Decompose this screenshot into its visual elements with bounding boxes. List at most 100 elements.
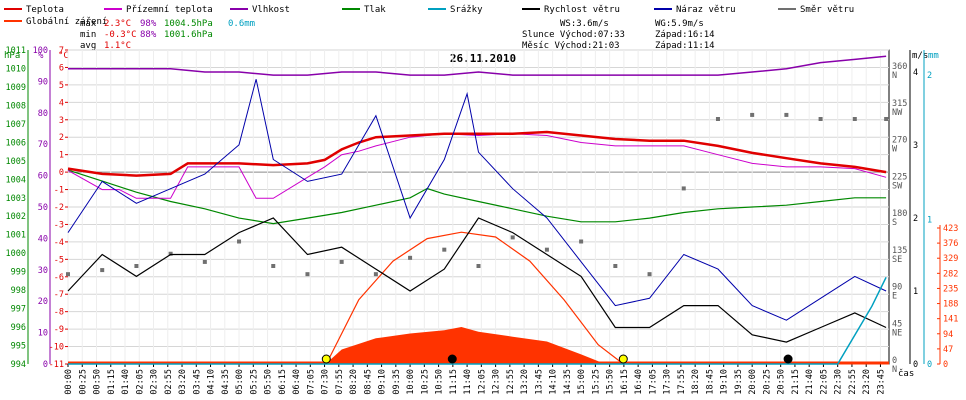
x-tick-label: 00:50 xyxy=(93,369,103,395)
axis-unit-ms: m/s xyxy=(912,51,928,61)
direction-tick-label: S xyxy=(892,218,897,228)
radiation-tick-label: 376 xyxy=(943,239,958,249)
wind-direction-point xyxy=(784,112,789,117)
x-tick-label: 09:10 xyxy=(378,369,388,395)
x-tick-label: 12:55 xyxy=(506,369,516,395)
direction-tick-label: 180 xyxy=(892,209,907,219)
sun-marker xyxy=(618,354,628,364)
wind-direction-point xyxy=(818,117,823,121)
x-tick-label: 10:50 xyxy=(435,369,445,395)
humidity-tick-label: 30 xyxy=(38,266,48,276)
legend-label: Teplota xyxy=(26,5,64,15)
sun-set-info: Západ:16:14 xyxy=(655,30,715,40)
moon-rise-info: Měsíc Východ:21:03 xyxy=(522,41,620,51)
legend-label: Náraz větru xyxy=(676,5,736,15)
direction-tick-label: 135 xyxy=(892,246,907,256)
x-axis-label: čas xyxy=(898,368,914,379)
wind-direction-point xyxy=(373,272,378,277)
pressure-tick-label: 996 xyxy=(11,323,26,333)
temp-tick-label: 1 xyxy=(59,151,64,161)
x-tick-label: 11:40 xyxy=(463,369,473,395)
direction-tick-label: N xyxy=(892,71,897,81)
temp-tick-label: -7 xyxy=(54,290,64,300)
stats-label-min: min xyxy=(80,30,96,40)
moon-marker xyxy=(447,354,457,364)
x-tick-label: 06:40 xyxy=(292,369,302,395)
wind-speed-info: WS:3.6m/s xyxy=(560,19,609,29)
direction-tick-label: 45 xyxy=(892,319,902,329)
temp-tick-label: -3 xyxy=(54,220,64,230)
wind-direction-point xyxy=(852,117,857,121)
moon-marker xyxy=(783,354,793,364)
x-tick-label: 15:25 xyxy=(591,369,601,395)
x-tick-label: 21:15 xyxy=(791,369,801,395)
wind-direction-point xyxy=(884,117,889,121)
direction-tick-label: SW xyxy=(892,181,903,191)
wind-direction-point xyxy=(442,247,447,252)
x-tick-label: 17:55 xyxy=(677,369,687,395)
stats-min-humidity: 88% xyxy=(140,30,157,40)
humidity-tick-label: 90 xyxy=(38,77,48,87)
wind-direction-point xyxy=(237,239,242,244)
temp-tick-label: 6 xyxy=(59,63,64,73)
x-tick-label: 04:35 xyxy=(221,369,231,395)
x-tick-label: 05:25 xyxy=(249,369,259,395)
wind-direction-point xyxy=(202,259,207,264)
pressure-tick-label: 1002 xyxy=(6,212,26,222)
pressure-tick-label: 1006 xyxy=(6,138,26,148)
direction-tick-label: 90 xyxy=(892,283,902,293)
temp-tick-label: -6 xyxy=(54,273,64,283)
x-tick-label: 18:20 xyxy=(691,369,701,395)
direction-tick-label: NW xyxy=(892,108,903,118)
x-tick-label: 01:40 xyxy=(121,369,131,395)
wind-direction-point xyxy=(100,268,105,273)
pressure-tick-label: 997 xyxy=(11,305,26,315)
direction-tick-label: 0 xyxy=(892,356,897,366)
x-tick-label: 21:40 xyxy=(805,369,815,395)
wind-direction-point xyxy=(750,112,755,117)
x-tick-label: 16:15 xyxy=(620,369,630,395)
wind-tick-label: 2 xyxy=(913,214,918,224)
temp-tick-label: 4 xyxy=(59,98,64,108)
wind-direction-point xyxy=(510,235,515,240)
direction-tick-label: NE xyxy=(892,328,902,338)
x-tick-label: 09:35 xyxy=(392,369,402,395)
x-tick-label: 04:10 xyxy=(207,369,217,395)
pressure-tick-label: 1004 xyxy=(6,175,26,185)
humidity-tick-label: 100 xyxy=(33,46,48,56)
humidity-tick-label: 70 xyxy=(38,140,48,150)
pressure-tick-label: 1001 xyxy=(6,231,26,241)
x-tick-label: 13:20 xyxy=(520,369,530,395)
stats-block: max 2.3°C 98% 1004.5hPa 0.6mm min -0.3°C… xyxy=(80,19,255,51)
y-axes: 76543210-1-2-3-4-5-6-7-8-9-10-1110111010… xyxy=(6,46,959,375)
x-tick-label: 00:00 xyxy=(64,369,74,395)
pressure-tick-label: 1010 xyxy=(6,64,26,74)
radiation-tick-label: 235 xyxy=(943,284,958,294)
humidity-tick-label: 10 xyxy=(38,329,48,339)
humidity-line xyxy=(68,55,887,76)
temp-tick-label: -2 xyxy=(54,203,64,213)
temp-tick-label: -8 xyxy=(54,308,64,318)
pressure-line xyxy=(67,169,887,225)
pressure-tick-label: 995 xyxy=(11,342,26,352)
temp-tick-label: 7 xyxy=(59,46,64,56)
x-tick-label: 22:05 xyxy=(819,369,829,395)
wind-tick-label: 4 xyxy=(913,68,918,78)
humidity-tick-label: 50 xyxy=(38,203,48,213)
temp-tick-label: 0 xyxy=(59,168,64,178)
x-tick-label: 20:50 xyxy=(777,369,787,395)
radiation-tick-label: 0 xyxy=(943,360,948,370)
temp-tick-label: -5 xyxy=(54,255,64,265)
x-tick-label: 11:15 xyxy=(449,369,459,395)
x-tick-label: 07:55 xyxy=(335,369,345,395)
x-tick-label: 15:50 xyxy=(606,369,616,395)
series-layer xyxy=(66,55,889,365)
legend-label: Tlak xyxy=(364,5,386,15)
legend-label: Rychlost větru xyxy=(544,5,620,15)
x-tick-label: 17:05 xyxy=(648,369,658,395)
x-tick-label: 22:55 xyxy=(848,369,858,395)
x-tick-label: 03:45 xyxy=(192,369,202,395)
x-tick-label: 07:30 xyxy=(321,369,331,395)
x-tick-label: 18:45 xyxy=(705,369,715,395)
x-tick-label: 02:30 xyxy=(150,369,160,395)
